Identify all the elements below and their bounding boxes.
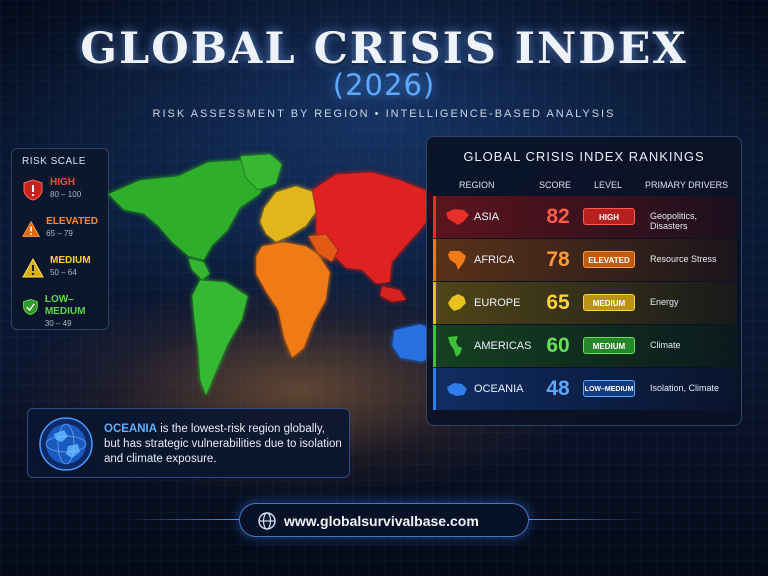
info-body: is the lowest-risk region globally, but … xyxy=(104,423,342,465)
page-year: (2026) xyxy=(332,68,436,102)
primary-drivers: Energy xyxy=(650,297,679,307)
map-region-asia xyxy=(311,171,437,285)
oceania-info-box: OCEANIA is the lowest-risk region global… xyxy=(27,408,350,478)
risk-name: HIGH xyxy=(50,177,75,188)
header-region: REGION xyxy=(459,180,495,190)
rankings-title: GLOBAL CRISIS INDEX RANKINGS xyxy=(463,149,705,164)
primary-drivers: Climate xyxy=(650,340,681,350)
risk-name: MEDIUM xyxy=(50,255,91,266)
map-region-europe xyxy=(259,185,317,243)
map-region-africa xyxy=(255,241,331,359)
footer-line-right xyxy=(529,519,648,520)
africa-map-icon xyxy=(448,251,466,270)
level-badge: MEDIUM xyxy=(583,294,635,311)
table-row: OCEANIA 48 LOW–MEDIUM Isolation, Climate xyxy=(433,368,737,410)
level-badge: MEDIUM xyxy=(583,337,635,354)
website-link[interactable]: www.globalsurvivalbase.com xyxy=(239,503,529,537)
region-score: 65 xyxy=(546,291,570,314)
primary-drivers: Geopolitics, Disasters xyxy=(650,211,698,231)
header-score: SCORE xyxy=(539,180,572,190)
warning-triangle-icon xyxy=(22,220,41,237)
americas-map-icon xyxy=(448,336,462,357)
risk-item-elevated: ELEVATED 65 – 79 xyxy=(22,216,98,255)
shield-alert-icon xyxy=(23,179,43,201)
website-url[interactable]: www.globalsurvivalbase.com xyxy=(284,513,479,529)
region-score: 82 xyxy=(546,205,570,228)
map-region-south-america xyxy=(191,279,249,398)
globe-icon xyxy=(39,417,93,471)
risk-range: 80 – 100 xyxy=(50,190,82,199)
region-score: 78 xyxy=(546,248,570,271)
table-row: EUROPE 65 MEDIUM Energy xyxy=(433,282,737,324)
table-row: ASIA 82 HIGH Geopolitics, Disasters xyxy=(433,196,737,238)
map-region-middle-east xyxy=(307,233,339,263)
rankings-rows: ASIA 82 HIGH Geopolitics, Disasters AFRI… xyxy=(433,196,737,411)
level-badge: HIGH xyxy=(583,208,635,225)
risk-range: 50 – 64 xyxy=(50,268,77,277)
risk-range: 65 – 79 xyxy=(46,229,73,238)
risk-item-low-medium: LOW–MEDIUM 30 – 49 xyxy=(22,294,98,333)
warning-triangle-icon xyxy=(22,257,44,278)
map-region-north-america xyxy=(107,159,269,261)
risk-scale-title: RISK SCALE xyxy=(22,156,86,167)
info-text: OCEANIA is the lowest-risk region global… xyxy=(104,422,344,467)
region-name: OCEANIA xyxy=(474,383,524,395)
rankings-panel: GLOBAL CRISIS INDEX RANKINGS REGION SCOR… xyxy=(426,136,742,426)
shield-icon xyxy=(23,298,38,316)
page-title: GLOBAL CRISIS INDEX xyxy=(80,24,688,74)
header-level: LEVEL xyxy=(594,180,623,190)
region-score: 48 xyxy=(546,377,570,400)
region-score: 60 xyxy=(546,334,570,357)
globe-web-icon xyxy=(258,512,276,530)
primary-drivers: Isolation, Climate xyxy=(650,383,720,393)
primary-drivers: Resource Stress xyxy=(650,254,717,264)
map-region-central-america xyxy=(187,257,211,281)
risk-item-medium: MEDIUM 50 – 64 xyxy=(22,255,98,294)
risk-name: ELEVATED xyxy=(46,216,98,227)
map-region-southeast-asia xyxy=(379,285,407,303)
region-name: AMERICAS xyxy=(474,340,532,352)
region-name: AFRICA xyxy=(474,254,515,266)
europe-map-icon xyxy=(448,294,466,311)
level-badge: ELEVATED xyxy=(583,251,635,268)
risk-name: LOW–MEDIUM xyxy=(44,294,86,317)
table-row: AMERICAS 60 MEDIUM Climate xyxy=(433,325,737,367)
table-row: AFRICA 78 ELEVATED Resource Stress xyxy=(433,239,737,281)
rankings-header: REGION SCORE LEVEL PRIMARY DRIVERS xyxy=(427,177,741,195)
risk-range: 30 – 49 xyxy=(44,319,72,328)
oceania-map-icon xyxy=(447,383,467,396)
region-name: ASIA xyxy=(474,211,500,223)
map-region-greenland xyxy=(239,153,283,191)
header-drivers: PRIMARY DRIVERS xyxy=(645,180,729,190)
asia-map-icon xyxy=(446,209,469,225)
risk-scale-panel: RISK SCALE HIGH 80 – 100 ELEVATED 65 – 7… xyxy=(11,148,109,330)
region-name: EUROPE xyxy=(474,297,521,309)
world-map xyxy=(107,153,440,398)
footer-line-left xyxy=(120,519,239,520)
page-subtitle: RISK ASSESSMENT BY REGION • INTELLIGENCE… xyxy=(152,108,616,120)
level-badge: LOW–MEDIUM xyxy=(583,380,635,397)
risk-item-high: HIGH 80 – 100 xyxy=(22,177,98,216)
info-highlight: OCEANIA xyxy=(104,423,158,435)
